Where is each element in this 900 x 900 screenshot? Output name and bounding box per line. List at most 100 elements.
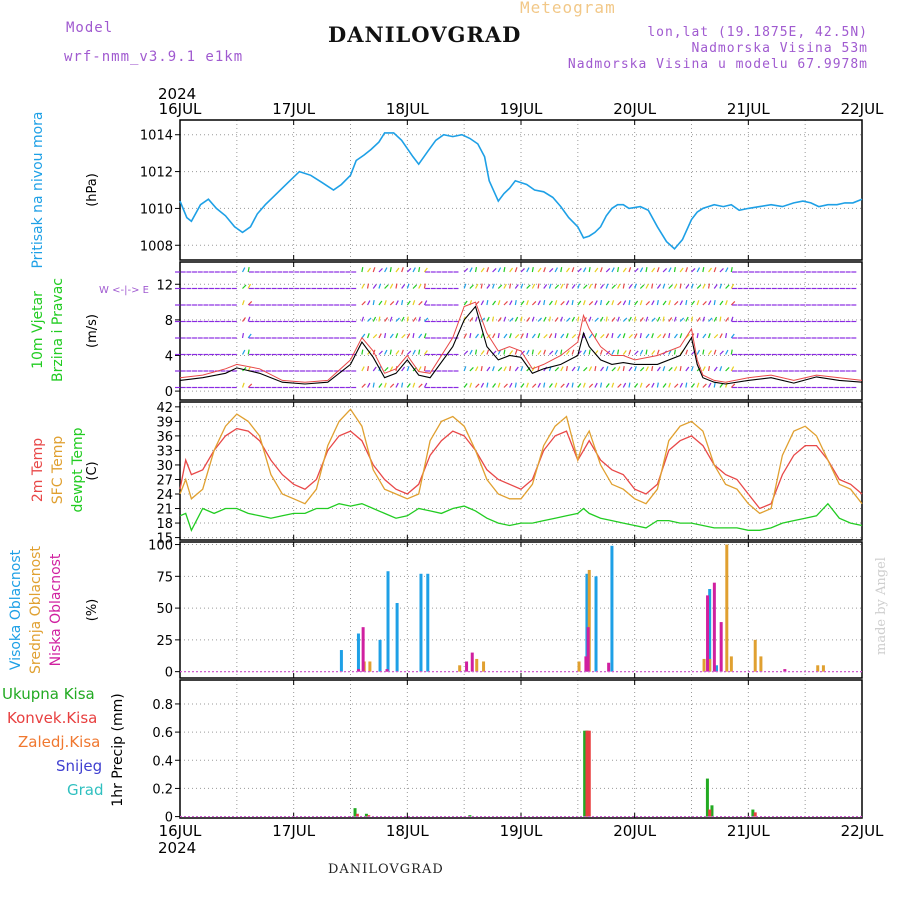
wind-arrow bbox=[691, 383, 695, 388]
wind-arrow bbox=[656, 316, 661, 322]
wind-arrow bbox=[509, 317, 514, 322]
bar-3 bbox=[587, 569, 591, 672]
wind-arrow bbox=[662, 300, 667, 306]
wind-arrow bbox=[707, 283, 711, 289]
bar-3 bbox=[368, 661, 372, 672]
wind-arrow bbox=[560, 316, 563, 322]
bar-4 bbox=[364, 813, 368, 817]
wind-arrow bbox=[582, 267, 587, 273]
wind-arrow bbox=[713, 267, 717, 273]
wind-arrow bbox=[543, 284, 548, 289]
wind-arrow bbox=[406, 366, 410, 372]
wind-arrow bbox=[412, 382, 416, 388]
wind-arrow bbox=[503, 301, 508, 306]
bar-3 bbox=[725, 544, 729, 672]
wind-arrow bbox=[639, 284, 645, 289]
wind-arrow bbox=[571, 349, 575, 355]
wind-arrow bbox=[412, 332, 415, 339]
wind-arrow bbox=[503, 266, 506, 273]
wind-arrow bbox=[719, 268, 724, 273]
wind-arrow bbox=[423, 283, 426, 289]
wind-arrow bbox=[554, 284, 560, 289]
wind-arrow bbox=[480, 300, 485, 306]
wind-arrow bbox=[514, 382, 517, 388]
wind-arrow bbox=[503, 333, 508, 339]
wind-arrow bbox=[645, 266, 648, 273]
wind-arrow bbox=[622, 267, 627, 273]
wind-arrow bbox=[674, 301, 679, 306]
wind-arrow bbox=[617, 266, 620, 273]
wind-arrow bbox=[526, 284, 531, 289]
wind-arrow bbox=[241, 332, 245, 339]
wind-arrow bbox=[361, 333, 366, 339]
wind-arrow bbox=[656, 284, 661, 289]
x-tick-label-bottom: 21JUL bbox=[727, 822, 770, 840]
bar-3 bbox=[610, 545, 614, 672]
bar-4 bbox=[753, 812, 757, 817]
y-tick-label: 33 bbox=[156, 444, 173, 459]
wind-arrow bbox=[605, 366, 609, 372]
wind-arrow bbox=[713, 349, 717, 355]
wind-arrow bbox=[401, 349, 404, 355]
wind-arrow bbox=[696, 349, 701, 355]
wind-arrow bbox=[384, 367, 389, 372]
year-label-bottom: 2024 bbox=[158, 839, 196, 857]
wind-arrow bbox=[384, 300, 387, 306]
bar-3 bbox=[419, 573, 423, 672]
wind-arrow bbox=[651, 382, 655, 388]
wind-arrow bbox=[713, 316, 718, 322]
wind-arrow bbox=[622, 382, 627, 388]
y-tick-label: 30 bbox=[156, 459, 173, 474]
wind-arrow bbox=[463, 366, 467, 372]
wind-arrow bbox=[412, 300, 416, 306]
wind-arrow bbox=[503, 316, 507, 322]
wind-arrow bbox=[622, 333, 626, 339]
wind-arrow bbox=[685, 366, 690, 372]
wind-arrow bbox=[526, 349, 530, 355]
precip-title: 1hr Precip (mm) bbox=[110, 693, 126, 806]
wind-arrow bbox=[725, 267, 729, 273]
wind-arrow bbox=[679, 382, 683, 388]
temp-title-sfc: SFC Temp bbox=[50, 436, 66, 505]
wind-arrow bbox=[389, 301, 395, 306]
wind-arrow bbox=[730, 266, 733, 273]
wind-arrow bbox=[418, 316, 421, 322]
wind-arrow bbox=[463, 300, 468, 306]
bar-3 bbox=[378, 639, 382, 672]
wind-arrow bbox=[543, 349, 546, 355]
model-elevation-label: Nadmorska Visina u modelu 67.9978m bbox=[567, 57, 868, 72]
wind-arrow bbox=[492, 366, 495, 372]
wind-arrow bbox=[378, 300, 383, 306]
wind-arrow bbox=[372, 267, 376, 273]
wind-arrow bbox=[520, 268, 525, 273]
bar-3 bbox=[458, 665, 462, 672]
wind-arrow bbox=[543, 382, 546, 388]
wind-arrow bbox=[531, 316, 535, 322]
wind-arrow bbox=[634, 383, 639, 388]
wind-arrow bbox=[617, 333, 622, 339]
wind-arrow bbox=[685, 316, 689, 322]
wind-arrow bbox=[395, 350, 400, 355]
wind-arrow bbox=[401, 382, 404, 388]
bar-3 bbox=[594, 576, 598, 672]
y-tick-label: 4 bbox=[165, 349, 173, 364]
wind-arrow bbox=[389, 366, 394, 372]
wind-arrow bbox=[497, 284, 503, 289]
wind-arrow bbox=[486, 366, 491, 372]
wind-arrow bbox=[645, 333, 650, 339]
wind-arrow bbox=[725, 367, 730, 372]
wind-arrow bbox=[537, 283, 540, 289]
wind-arrow bbox=[685, 284, 690, 289]
wind-arrow bbox=[554, 317, 559, 322]
wind-arrow bbox=[617, 383, 622, 388]
wind-compass: W <-|-> E bbox=[99, 285, 149, 296]
panel-unit-label: (hPa) bbox=[85, 173, 100, 207]
wind-arrow bbox=[708, 267, 713, 273]
wind-arrow bbox=[702, 283, 706, 289]
wind-arrow bbox=[605, 383, 610, 388]
wind-arrow bbox=[605, 316, 608, 322]
wind-arrow bbox=[418, 349, 421, 355]
wind-arrow bbox=[372, 284, 377, 289]
wind-arrow bbox=[639, 367, 645, 372]
